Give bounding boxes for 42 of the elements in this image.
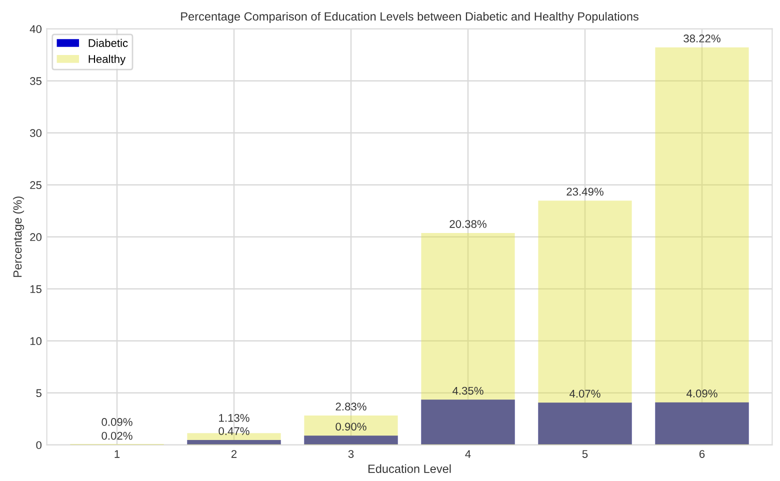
x-tick-label: 2 <box>231 450 237 458</box>
data-label: 4.07% <box>570 390 600 398</box>
data-label: 1.13% <box>219 414 250 422</box>
bar <box>187 433 281 445</box>
bar <box>304 436 398 445</box>
data-label: 20.38% <box>450 220 486 228</box>
bar <box>538 200 632 445</box>
bar <box>655 402 749 445</box>
x-tick-label: 1 <box>114 450 120 458</box>
data-label: 0.47% <box>218 427 250 436</box>
legend-label: Healthy <box>88 54 126 66</box>
bar <box>538 402 632 445</box>
x-tick-label: 3 <box>348 450 354 458</box>
data-label: 0.09% <box>102 418 132 426</box>
data-label: 4.09% <box>686 390 718 398</box>
bar <box>304 415 398 445</box>
y-tick-label: 15 <box>30 285 42 294</box>
y-tick-label: 20 <box>30 233 42 242</box>
data-label: 38.22% <box>684 34 720 42</box>
x-axis-title: Education Level <box>368 464 451 473</box>
legend-label: Diabetic <box>88 38 128 48</box>
y-tick-label: 10 <box>30 337 42 346</box>
x-tick-label: 4 <box>465 450 471 458</box>
data-label: 23.49% <box>566 188 604 196</box>
y-tick-label: 5 <box>36 389 42 398</box>
data-label: 4.35% <box>452 386 484 395</box>
bar <box>421 232 515 445</box>
bar <box>421 400 515 445</box>
y-tick-label: 0 <box>36 441 42 450</box>
x-tick-label: 5 <box>582 450 588 458</box>
x-tick-label: 6 <box>699 450 705 458</box>
y-tick-label: 35 <box>30 77 42 86</box>
chart-title: Percentage Comparison of Education Levels between Diabetic and Healthy Populations <box>181 12 638 23</box>
bar <box>187 440 281 445</box>
y-tick-label: 30 <box>30 129 42 138</box>
data-label: 0.90% <box>336 422 366 431</box>
y-axis-title: Percentage (%) <box>13 196 24 277</box>
y-tick-label: 25 <box>30 181 42 190</box>
data-label: 2.83% <box>336 402 366 411</box>
bar <box>655 47 749 445</box>
data-label: 0.02% <box>102 432 132 440</box>
y-tick-label: 40 <box>30 25 42 33</box>
